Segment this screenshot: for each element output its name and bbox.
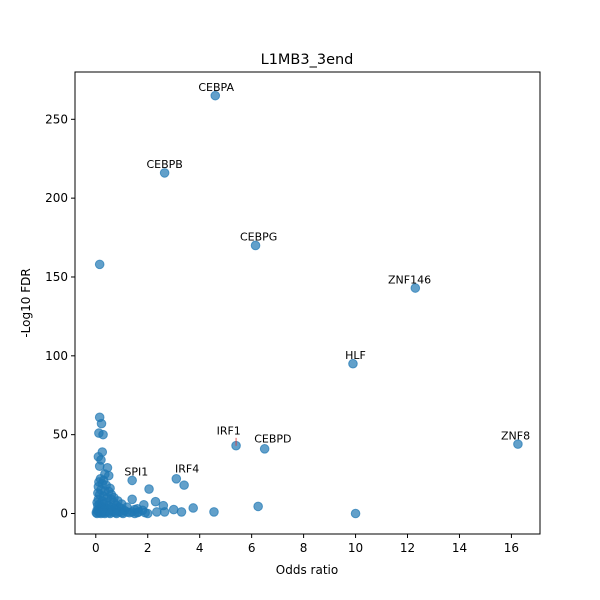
data-point	[159, 507, 170, 517]
data-point	[94, 461, 105, 472]
annotation-label: IRF1	[217, 425, 241, 438]
data-point	[96, 418, 107, 429]
data-point	[176, 507, 187, 517]
y-axis-label: -Log10 FDR	[19, 268, 33, 337]
data-point	[209, 507, 219, 517]
data-point	[348, 358, 358, 369]
y-tick: 50	[53, 428, 75, 442]
x-tick-label: 14	[452, 541, 467, 555]
annotations-layer: CEBPA CEBPB CEBPG ZNF146 HLF ZNF8 IRF1 CEBPD SPI…	[124, 81, 530, 479]
y-tick: 200	[45, 191, 75, 205]
y-tick: 0	[60, 507, 75, 521]
data-point	[103, 486, 114, 497]
data-point	[127, 475, 137, 486]
data-point	[210, 90, 221, 101]
x-tick: 14	[452, 534, 467, 555]
data-point	[410, 283, 421, 293]
data-point	[168, 504, 179, 515]
annotation-label: IRF4	[175, 463, 199, 476]
data-point	[150, 496, 161, 507]
data-point	[350, 508, 361, 519]
data-point	[188, 503, 198, 513]
y-tick-label: 100	[45, 349, 68, 363]
x-tick-label: 8	[300, 541, 308, 555]
x-tick: 6	[248, 534, 256, 555]
x-tick-label: 12	[400, 541, 415, 555]
x-tick: 16	[504, 534, 519, 555]
x-tick: 8	[300, 534, 308, 555]
annotation-label: CEBPD	[254, 433, 291, 446]
y-tick: 100	[45, 349, 75, 363]
data-point	[179, 480, 189, 490]
data-point	[259, 444, 270, 454]
y-tick: 250	[45, 112, 75, 126]
data-point	[159, 168, 170, 178]
x-axis-label: Odds ratio	[276, 563, 338, 577]
x-tick-label: 0	[92, 541, 100, 555]
data-point	[94, 259, 105, 270]
y-axis-ticks: 0 50 100 150 200 250	[45, 112, 75, 521]
plot-frame	[74, 71, 541, 535]
x-tick: 0	[92, 534, 100, 555]
annotation-label: CEBPA	[198, 81, 234, 94]
y-tick-label: 150	[45, 270, 68, 284]
annotation-label: ZNF146	[388, 273, 431, 286]
data-point	[250, 240, 261, 251]
x-axis-ticks: 0 2 4 6 8 10 12 14 16	[92, 534, 519, 555]
data-point	[144, 484, 154, 494]
annotation-label: CEBPB	[146, 158, 182, 171]
x-tick: 10	[348, 534, 363, 555]
x-tick: 2	[144, 534, 152, 555]
y-tick-label: 200	[45, 191, 68, 205]
data-point	[127, 494, 137, 505]
y-tick-label: 250	[45, 112, 68, 126]
y-tick-label: 0	[60, 507, 68, 521]
x-tick-label: 6	[248, 541, 256, 555]
x-tick-label: 16	[504, 541, 519, 555]
data-point	[171, 474, 182, 484]
x-tick: 12	[400, 534, 415, 555]
x-tick-label: 10	[348, 541, 363, 555]
annotation-label: ZNF8	[501, 429, 530, 442]
annotation-label: HLF	[345, 349, 366, 362]
data-point	[122, 502, 132, 512]
x-tick-label: 2	[144, 541, 152, 555]
data-point	[142, 508, 153, 519]
y-tick-label: 50	[53, 428, 68, 442]
points-layer	[91, 90, 523, 519]
x-tick-label: 4	[196, 541, 204, 555]
data-point	[98, 429, 108, 440]
x-tick: 4	[196, 534, 204, 555]
annotation-label: CEBPG	[240, 231, 277, 244]
annotation-label: SPI1	[124, 466, 148, 479]
data-point	[253, 501, 263, 512]
y-tick: 150	[45, 270, 75, 284]
data-point	[513, 439, 523, 449]
chart-title: L1MB3_3end	[261, 52, 354, 68]
